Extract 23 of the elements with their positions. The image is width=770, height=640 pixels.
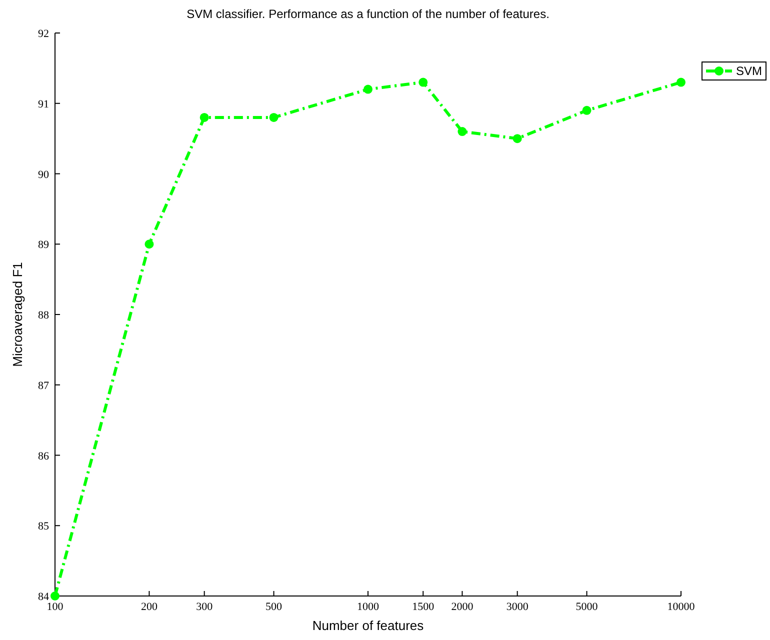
chart-title: SVM classifier. Performance as a function of the number of features. — [186, 7, 550, 21]
y-axis-title: Microaveraged F1 — [10, 262, 25, 367]
x-tick-label: 100 — [46, 601, 64, 613]
x-tick-label: 200 — [140, 601, 158, 613]
legend-label: SVM — [736, 64, 762, 78]
x-axis-title: Number of features — [312, 618, 424, 633]
y-tick-label: 91 — [38, 98, 49, 110]
y-tick-label: 88 — [38, 310, 50, 322]
y-tick-label: 86 — [38, 450, 50, 462]
x-tick-label: 1500 — [412, 601, 435, 613]
y-tick-label: 84 — [38, 591, 50, 603]
x-tick-label: 300 — [196, 601, 214, 613]
y-tick-label: 90 — [38, 168, 50, 181]
x-tick-label: 10000 — [667, 601, 696, 613]
x-tick-label: 500 — [266, 601, 283, 613]
x-tick-label: 3000 — [506, 601, 529, 613]
x-tick-label: 2000 — [451, 601, 474, 613]
y-tick-label: 87 — [38, 380, 50, 392]
y-tick-label: 92 — [38, 28, 49, 40]
x-tick-label: 5000 — [576, 601, 598, 613]
y-tick-label: 85 — [38, 520, 50, 533]
x-tick-label: 1000 — [357, 601, 380, 613]
y-tick-label: 89 — [38, 239, 50, 252]
